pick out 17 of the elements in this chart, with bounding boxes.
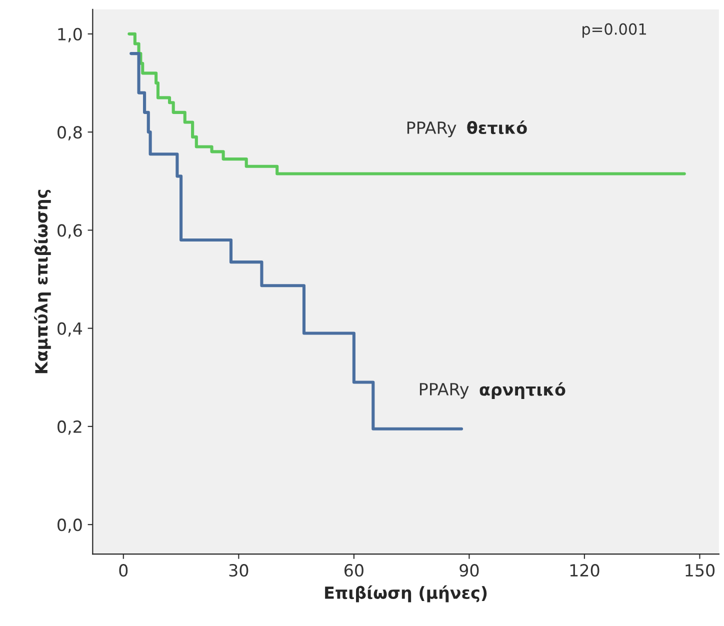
y-axis-title: Καμπύλη επιβίωσης [34, 190, 51, 374]
text: PPARy θετικό [407, 120, 527, 138]
y-tick-label: 0,4 [58, 322, 82, 337]
y-tick-label: 0,2 [58, 420, 82, 435]
y-tick-label: 1,0 [58, 28, 82, 42]
annotation: p=0.001 [582, 23, 646, 38]
x-tick-label: 90 [460, 564, 479, 577]
x-tick-label: 120 [570, 564, 600, 577]
x-tick-label: 150 [686, 564, 715, 577]
series-label: PPARy αρνητικό [420, 382, 566, 400]
y-tick-label: 0,6 [58, 224, 82, 238]
y-tick-label: 0,8 [58, 126, 82, 140]
x-tick-label: 30 [229, 564, 248, 577]
y-tick-label: 0,0 [58, 518, 82, 533]
x-tick-label: 60 [344, 564, 364, 577]
x-tick-label: 0 [119, 564, 128, 577]
x-axis-title: Επιβίωση (μήνες) [325, 585, 487, 602]
